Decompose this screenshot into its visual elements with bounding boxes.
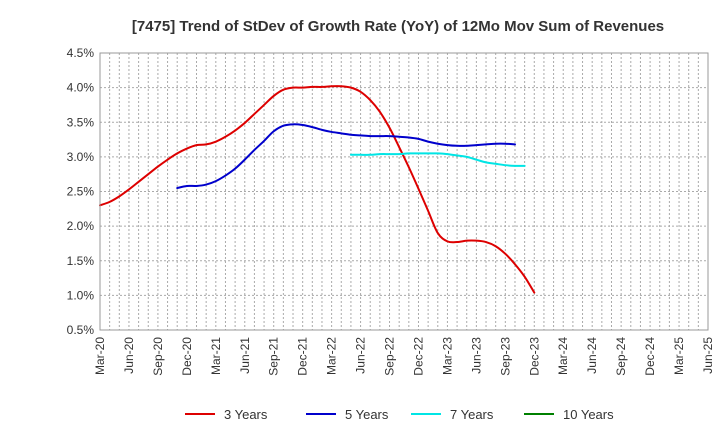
series-lines	[99, 85, 536, 294]
x-tick-label: Jun-23	[469, 337, 483, 374]
series-line-2	[349, 152, 526, 167]
x-tick-label: Dec-21	[296, 337, 310, 376]
y-tick-label: 1.5%	[67, 254, 95, 268]
x-tick-label: Mar-25	[672, 337, 686, 375]
x-tick-label: Mar-24	[556, 337, 570, 375]
series-line-0	[99, 85, 536, 294]
y-tick-label: 1.0%	[67, 288, 95, 302]
x-tick-label: Dec-20	[180, 337, 194, 376]
y-tick-label: 2.0%	[67, 219, 95, 233]
y-tick-label: 3.0%	[67, 150, 95, 164]
y-tick-label: 3.5%	[67, 115, 95, 129]
x-tick-label: Jun-21	[238, 337, 252, 374]
series-line-1	[176, 123, 516, 190]
legend-label-3: 10 Years	[563, 407, 614, 422]
x-tick-label: Sep-23	[498, 337, 512, 376]
y-axis-ticks: 0.5% 1.0% 1.5% 2.0% 2.5% 3.0% 3.5% 4.0% 4.5%	[67, 46, 95, 337]
x-tick-label: Dec-23	[527, 337, 541, 376]
x-tick-label: Mar-21	[209, 337, 223, 375]
x-tick-label: Sep-24	[614, 337, 628, 376]
chart-title: [7475] Trend of StDev of Growth Rate (Yo…	[132, 18, 664, 35]
plot-border	[99, 52, 709, 331]
x-tick-label: Dec-22	[411, 337, 425, 376]
x-axis-ticks: Mar-20 Jun-20 Sep-20 Dec-20 Mar-21 Jun-21 Sep-…	[93, 337, 715, 376]
x-tick-label: Jun-20	[122, 337, 136, 374]
y-tick-label: 2.5%	[67, 185, 95, 199]
x-tick-label: Jun-24	[585, 337, 599, 374]
x-tick-label: Mar-22	[325, 337, 339, 375]
x-tick-label: Dec-24	[643, 337, 657, 376]
x-tick-label: Sep-22	[383, 337, 397, 376]
legend-label-0: 3 Years	[224, 407, 268, 422]
x-tick-label: Sep-21	[267, 337, 281, 376]
y-tick-label: 0.5%	[67, 323, 95, 337]
x-tick-label: Jun-25	[701, 337, 715, 374]
x-tick-label: Mar-23	[440, 337, 454, 375]
x-tick-label: Sep-20	[151, 337, 165, 376]
legend-label-1: 5 Years	[345, 407, 389, 422]
x-tick-label: Jun-22	[354, 337, 368, 374]
y-tick-label: 4.0%	[67, 81, 95, 95]
legend-label-2: 7 Years	[450, 407, 494, 422]
x-tick-label: Mar-20	[93, 337, 107, 375]
legend: 3 Years 5 Years 7 Years 10 Years	[185, 407, 614, 422]
y-tick-label: 4.5%	[67, 46, 95, 60]
